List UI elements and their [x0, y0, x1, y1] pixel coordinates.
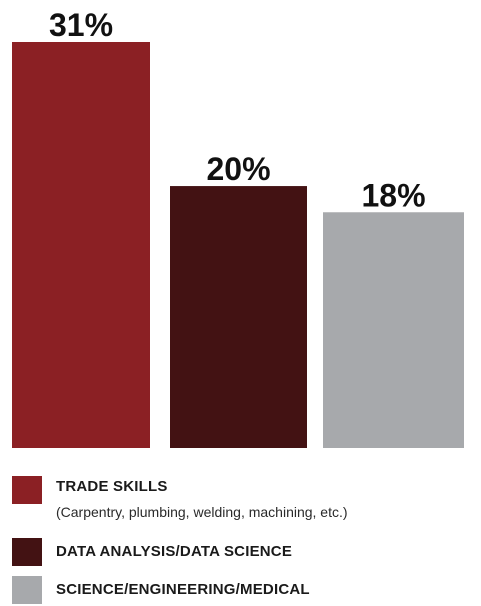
legend-swatch-data-analysis [12, 538, 42, 566]
legend-label-data-analysis: DATA ANALYSIS/DATA SCIENCE [56, 543, 293, 560]
legend-swatch-science-engineering [12, 576, 42, 604]
data-label-1: 31% [49, 7, 113, 43]
bar-chart: 31% 20% 18% [12, 7, 464, 448]
legend-label-science-engineering: SCIENCE/ENGINEERING/MEDICAL [56, 581, 310, 598]
data-label-3: 18% [361, 177, 425, 213]
bar-1 [12, 42, 150, 448]
bar-3 [323, 212, 464, 448]
legend-item-trade-skills: TRADE SKILLS (Carpentry, plumbing, weldi… [12, 472, 477, 528]
legend-item-science-engineering: SCIENCE/ENGINEERING/MEDICAL [12, 576, 477, 606]
bar-2 [170, 186, 307, 448]
legend-item-data-analysis: DATA ANALYSIS/DATA SCIENCE [12, 538, 477, 568]
legend-label-trade-skills: TRADE SKILLS [56, 478, 168, 495]
legend-sublabel-trade-skills: (Carpentry, plumbing, welding, machining… [56, 504, 348, 520]
data-label-2: 20% [206, 151, 270, 187]
legend-swatch-trade-skills [12, 476, 42, 504]
